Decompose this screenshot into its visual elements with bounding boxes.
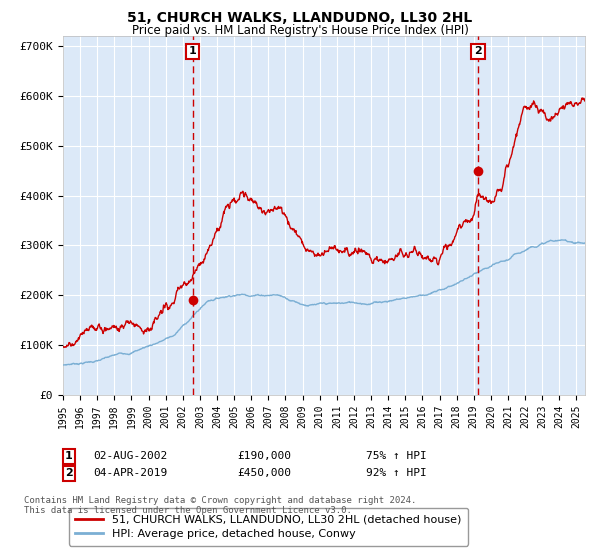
Text: 1: 1 <box>65 451 73 461</box>
Text: £450,000: £450,000 <box>237 468 291 478</box>
Text: 92% ↑ HPI: 92% ↑ HPI <box>366 468 427 478</box>
Text: 04-APR-2019: 04-APR-2019 <box>93 468 167 478</box>
Text: 2: 2 <box>474 46 482 57</box>
Text: Price paid vs. HM Land Registry's House Price Index (HPI): Price paid vs. HM Land Registry's House … <box>131 24 469 36</box>
Text: 2: 2 <box>65 468 73 478</box>
Text: 51, CHURCH WALKS, LLANDUDNO, LL30 2HL: 51, CHURCH WALKS, LLANDUDNO, LL30 2HL <box>127 11 473 25</box>
Text: 02-AUG-2002: 02-AUG-2002 <box>93 451 167 461</box>
Text: £190,000: £190,000 <box>237 451 291 461</box>
Text: 75% ↑ HPI: 75% ↑ HPI <box>366 451 427 461</box>
Text: 1: 1 <box>189 46 197 57</box>
Text: Contains HM Land Registry data © Crown copyright and database right 2024.
This d: Contains HM Land Registry data © Crown c… <box>24 496 416 515</box>
Legend: 51, CHURCH WALKS, LLANDUDNO, LL30 2HL (detached house), HPI: Average price, deta: 51, CHURCH WALKS, LLANDUDNO, LL30 2HL (d… <box>68 508 468 545</box>
